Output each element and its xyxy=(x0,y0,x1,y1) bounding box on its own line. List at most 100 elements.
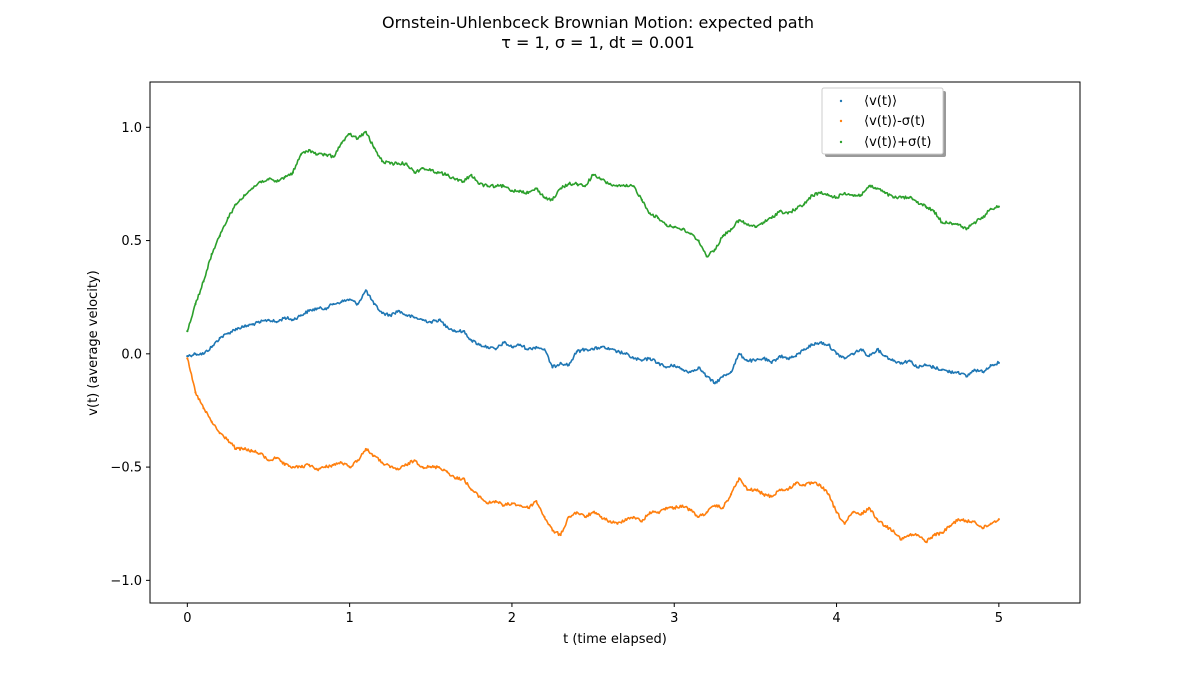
data-point xyxy=(908,196,911,199)
data-point xyxy=(340,300,343,303)
data-point xyxy=(251,323,254,326)
data-point xyxy=(486,185,489,188)
legend-label-upper: ⟨v(t)⟩+σ(t) xyxy=(864,135,931,150)
data-point xyxy=(738,477,741,480)
data-point xyxy=(624,185,627,188)
data-point xyxy=(949,370,952,374)
data-point xyxy=(226,438,230,441)
y-tick-label: 0.0 xyxy=(121,347,142,362)
data-point xyxy=(234,447,238,451)
data-point xyxy=(949,524,952,528)
chart-title: Ornstein-Uhlenbceck Brownian Motion: exp… xyxy=(382,13,814,32)
data-point xyxy=(486,345,489,349)
data-point xyxy=(291,318,294,321)
x-tick-label: 3 xyxy=(670,611,678,626)
legend-label-lower: ⟨v(t)⟩-σ(t) xyxy=(864,114,925,129)
data-point xyxy=(324,307,327,310)
data-point xyxy=(502,341,505,344)
data-point xyxy=(746,488,749,491)
data-point xyxy=(186,357,189,360)
data-point xyxy=(705,375,708,378)
data-point xyxy=(575,182,578,186)
data-point xyxy=(746,359,749,362)
data-point xyxy=(932,533,936,537)
data-point xyxy=(778,354,781,358)
data-point xyxy=(324,465,327,469)
data-point xyxy=(462,330,465,333)
data-point xyxy=(575,350,578,353)
data-point xyxy=(721,234,725,238)
legend-box xyxy=(821,87,944,155)
data-point xyxy=(226,332,230,335)
data-point xyxy=(251,187,254,190)
data-point xyxy=(283,463,286,466)
data-point xyxy=(251,450,254,453)
data-point xyxy=(275,321,278,324)
data-point xyxy=(640,198,643,201)
data-point xyxy=(454,477,457,480)
data-point xyxy=(989,207,992,210)
data-point xyxy=(243,325,246,328)
plot-frame xyxy=(149,81,1081,604)
data-point xyxy=(859,194,862,197)
data-point xyxy=(608,348,611,351)
data-point xyxy=(802,348,806,351)
data-point xyxy=(689,232,692,235)
data-point xyxy=(535,187,538,190)
data-point xyxy=(900,196,903,199)
data-point xyxy=(892,196,895,199)
data-point xyxy=(421,166,424,170)
data-point xyxy=(965,228,968,231)
data-point xyxy=(624,352,627,355)
data-point xyxy=(324,153,327,156)
data-point xyxy=(924,364,927,367)
data-point xyxy=(876,518,879,521)
data-point xyxy=(754,359,757,362)
data-point xyxy=(770,216,773,220)
data-point xyxy=(713,504,716,507)
data-point xyxy=(713,382,716,385)
data-point xyxy=(405,463,408,466)
data-point xyxy=(316,307,319,310)
data-point xyxy=(218,234,221,238)
data-point xyxy=(226,216,230,220)
legend: ⟨v(t)⟩ ⟨v(t)⟩-σ(t) ⟨v(t)⟩+σ(t) xyxy=(821,87,946,157)
data-point xyxy=(827,493,830,496)
data-point xyxy=(665,223,668,226)
x-tick-label: 2 xyxy=(508,611,516,626)
data-point xyxy=(843,357,846,360)
data-point xyxy=(380,311,384,315)
data-point xyxy=(243,447,246,451)
data-point xyxy=(267,459,270,462)
data-point xyxy=(957,370,960,374)
data-point xyxy=(291,465,294,469)
data-point xyxy=(202,407,205,410)
data-point xyxy=(454,330,457,333)
data-point xyxy=(372,146,376,149)
data-point xyxy=(275,180,278,183)
data-point xyxy=(486,502,489,505)
data-point xyxy=(632,515,635,519)
data-point xyxy=(835,511,838,514)
data-point xyxy=(299,153,303,156)
data-point xyxy=(843,522,846,525)
data-point xyxy=(794,207,798,210)
data-point xyxy=(591,511,595,514)
data-point xyxy=(811,481,814,485)
data-point xyxy=(786,357,789,360)
data-point xyxy=(454,178,457,181)
data-point xyxy=(916,366,919,369)
data-point xyxy=(421,318,424,321)
data-point xyxy=(681,228,684,231)
data-point xyxy=(356,302,359,306)
data-point xyxy=(429,465,432,469)
data-point xyxy=(697,515,700,519)
data-point xyxy=(640,359,643,362)
data-point xyxy=(510,502,514,505)
data-point xyxy=(851,194,854,197)
data-point xyxy=(632,185,635,188)
data-point xyxy=(729,493,733,496)
data-point xyxy=(843,191,846,195)
data-point xyxy=(786,212,789,215)
